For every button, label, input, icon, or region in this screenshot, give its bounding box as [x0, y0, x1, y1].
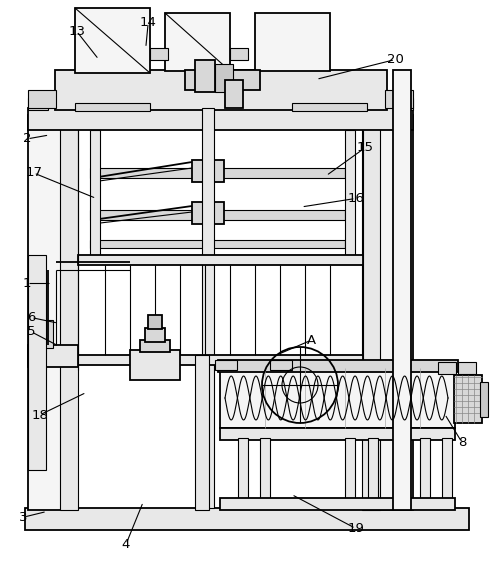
Bar — [215, 360, 237, 370]
Bar — [165, 13, 230, 71]
Text: 2: 2 — [23, 133, 32, 145]
Bar — [25, 508, 469, 530]
Bar — [55, 70, 387, 110]
Text: 14: 14 — [140, 16, 157, 29]
Bar — [345, 438, 355, 498]
Bar — [90, 240, 345, 248]
Bar — [230, 48, 248, 60]
Text: 19: 19 — [347, 522, 364, 535]
Bar — [75, 103, 150, 111]
Bar — [442, 438, 452, 498]
Bar — [218, 360, 458, 372]
Bar — [420, 438, 430, 498]
Bar — [75, 8, 150, 73]
Bar — [345, 130, 355, 255]
Bar — [130, 350, 180, 380]
Text: 5: 5 — [27, 325, 36, 338]
Bar — [220, 498, 455, 510]
Text: 1: 1 — [23, 277, 32, 290]
Bar — [480, 382, 488, 417]
Bar — [148, 315, 162, 329]
Bar — [28, 345, 78, 367]
Bar — [202, 108, 214, 508]
Bar — [220, 428, 455, 440]
Bar — [438, 362, 456, 374]
Bar — [150, 48, 168, 60]
Text: A: A — [307, 334, 316, 346]
Bar — [393, 70, 411, 510]
Bar — [393, 98, 413, 110]
Text: 18: 18 — [31, 409, 48, 421]
Bar — [60, 115, 78, 510]
Bar — [270, 360, 292, 370]
Text: 15: 15 — [357, 141, 374, 154]
Bar — [260, 438, 270, 498]
Bar — [385, 90, 413, 108]
Bar — [192, 160, 224, 182]
Bar — [458, 362, 476, 374]
Text: 8: 8 — [458, 436, 466, 448]
Bar — [195, 355, 209, 510]
Bar — [362, 115, 380, 510]
Bar — [220, 368, 455, 428]
Bar — [368, 115, 413, 510]
Bar — [28, 98, 48, 110]
Bar — [215, 64, 233, 92]
Bar — [28, 90, 56, 108]
Bar — [90, 130, 100, 255]
Bar — [225, 80, 243, 108]
Bar — [292, 103, 367, 111]
Text: 6: 6 — [27, 311, 35, 324]
Text: 16: 16 — [347, 192, 364, 205]
Text: 4: 4 — [122, 538, 130, 551]
Text: 3: 3 — [19, 511, 28, 523]
Bar — [238, 438, 248, 498]
Text: 17: 17 — [25, 167, 42, 179]
Bar — [35, 320, 53, 348]
Bar — [28, 255, 46, 470]
Bar — [28, 108, 413, 130]
Bar — [78, 255, 363, 265]
Bar — [255, 13, 330, 71]
Bar — [185, 70, 260, 90]
Text: 13: 13 — [68, 25, 85, 37]
Bar — [454, 375, 482, 423]
Bar — [140, 340, 170, 352]
Bar — [90, 210, 345, 220]
Bar — [368, 438, 378, 498]
Bar — [78, 355, 363, 365]
Bar — [192, 202, 224, 224]
Bar — [28, 115, 73, 510]
Bar — [145, 328, 165, 342]
Text: 20: 20 — [387, 53, 404, 66]
Bar — [195, 60, 215, 92]
Bar — [90, 168, 345, 178]
